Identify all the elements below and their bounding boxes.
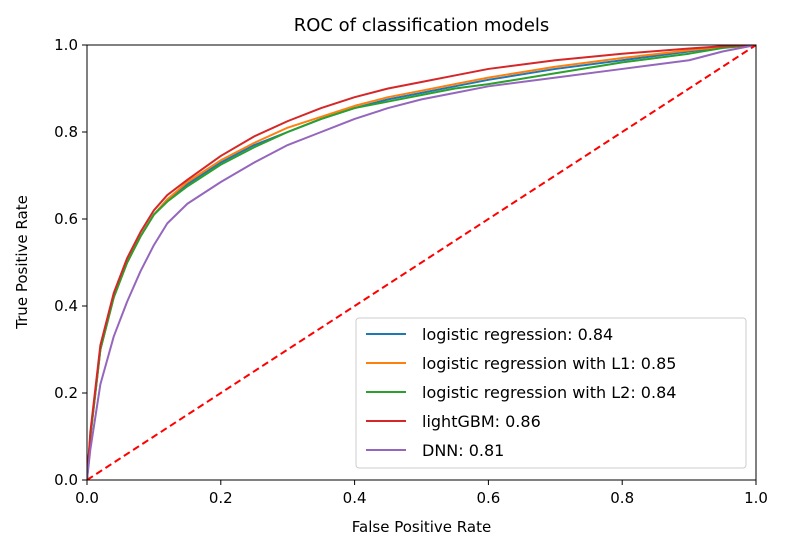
- plot-frame: [86, 44, 757, 481]
- chart-title: ROC of classification models: [294, 15, 550, 36]
- y-tick-label: 0.6: [54, 210, 78, 228]
- y-tick-label: 0.0: [54, 471, 78, 489]
- series-group: [87, 45, 756, 480]
- legend-label: lightGBM: 0.86: [422, 412, 541, 431]
- x-tick-label: 1.0: [744, 489, 768, 507]
- plot-area: [86, 44, 757, 481]
- series-line-3: [87, 45, 756, 480]
- x-tick-label: 0.0: [75, 489, 99, 507]
- x-tick-label: 0.6: [476, 489, 500, 507]
- x-axis-label: False Positive Rate: [352, 518, 491, 536]
- x-axis: 0.0 0.2 0.4 0.6 0.8 1.0: [75, 480, 768, 507]
- y-tick-label: 0.4: [54, 297, 78, 315]
- y-axis-label: True Positive Rate: [13, 195, 31, 330]
- series-line-2: [87, 45, 756, 480]
- y-tick-label: 0.8: [54, 123, 78, 141]
- legend: logistic regression: 0.84 logistic regres…: [355, 317, 747, 469]
- x-tick-label: 0.4: [343, 489, 367, 507]
- legend-label: logistic regression with L2: 0.84: [422, 383, 676, 402]
- y-tick-label: 1.0: [54, 36, 78, 54]
- series-line-4: [87, 45, 756, 480]
- legend-box: [355, 317, 747, 469]
- y-axis: 0.0 0.2 0.4 0.6 0.8 1.0: [54, 36, 87, 489]
- x-tick-label: 0.2: [209, 489, 233, 507]
- y-tick-label: 0.2: [54, 384, 78, 402]
- reference-diagonal-line: [87, 45, 756, 480]
- x-tick-label: 0.8: [610, 489, 634, 507]
- legend-label: logistic regression with L1: 0.85: [422, 354, 676, 373]
- legend-label: logistic regression: 0.84: [422, 325, 613, 344]
- legend-label: DNN: 0.81: [422, 441, 504, 460]
